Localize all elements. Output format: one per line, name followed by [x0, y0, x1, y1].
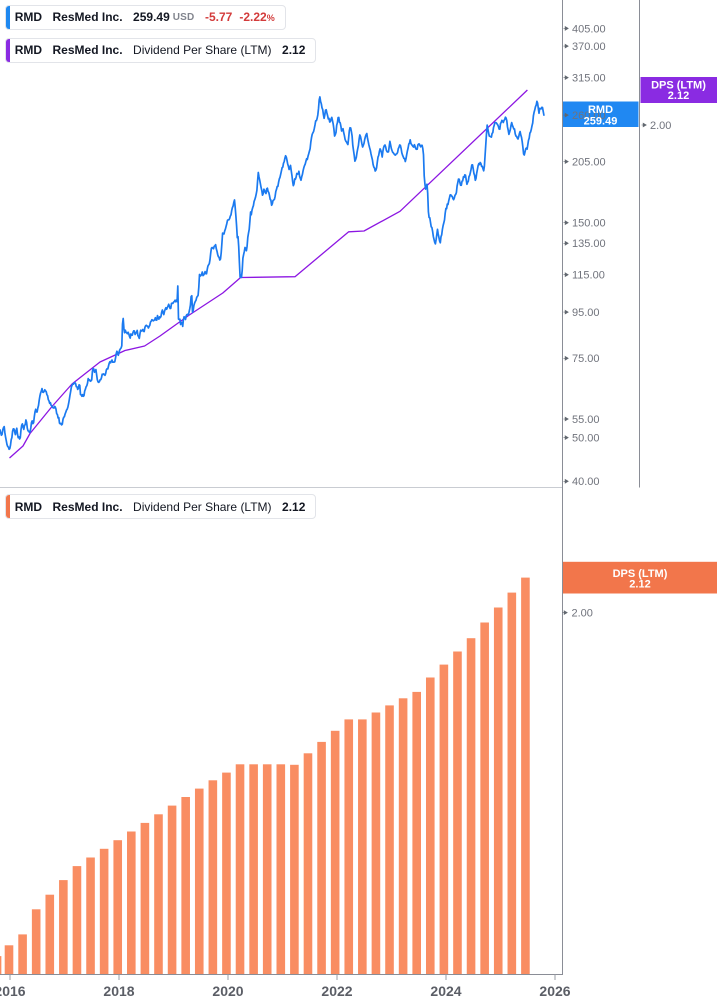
svg-text:370.00: 370.00 — [572, 41, 606, 53]
svg-text:115.00: 115.00 — [572, 270, 605, 282]
svg-text:205.00: 205.00 — [572, 157, 606, 169]
svg-text:405.00: 405.00 — [572, 23, 606, 35]
svg-text:150.00: 150.00 — [572, 218, 606, 230]
svg-text:2.00: 2.00 — [650, 120, 671, 132]
svg-text:2026: 2026 — [539, 983, 570, 999]
svg-text:DPS (LTM): DPS (LTM) — [651, 79, 706, 91]
svg-text:259.49: 259.49 — [584, 115, 618, 127]
svg-text:2.12: 2.12 — [668, 90, 689, 102]
svg-text:2024: 2024 — [430, 983, 461, 999]
svg-text:135.00: 135.00 — [572, 238, 606, 250]
svg-text:DPS (LTM): DPS (LTM) — [613, 568, 668, 580]
svg-text:40.00: 40.00 — [572, 476, 600, 488]
svg-text:260.00: 260.00 — [572, 110, 606, 122]
svg-text:2022: 2022 — [321, 983, 352, 999]
svg-text:50.00: 50.00 — [572, 433, 600, 445]
svg-text:315.00: 315.00 — [572, 73, 606, 85]
svg-text:55.00: 55.00 — [572, 414, 600, 426]
svg-text:2018: 2018 — [103, 983, 134, 999]
svg-text:75.00: 75.00 — [572, 353, 600, 365]
svg-text:95.00: 95.00 — [572, 307, 600, 319]
svg-text:2020: 2020 — [212, 983, 243, 999]
svg-text:RMD: RMD — [588, 104, 613, 116]
svg-text:2.12: 2.12 — [629, 579, 650, 591]
svg-text:2.00: 2.00 — [572, 608, 593, 620]
